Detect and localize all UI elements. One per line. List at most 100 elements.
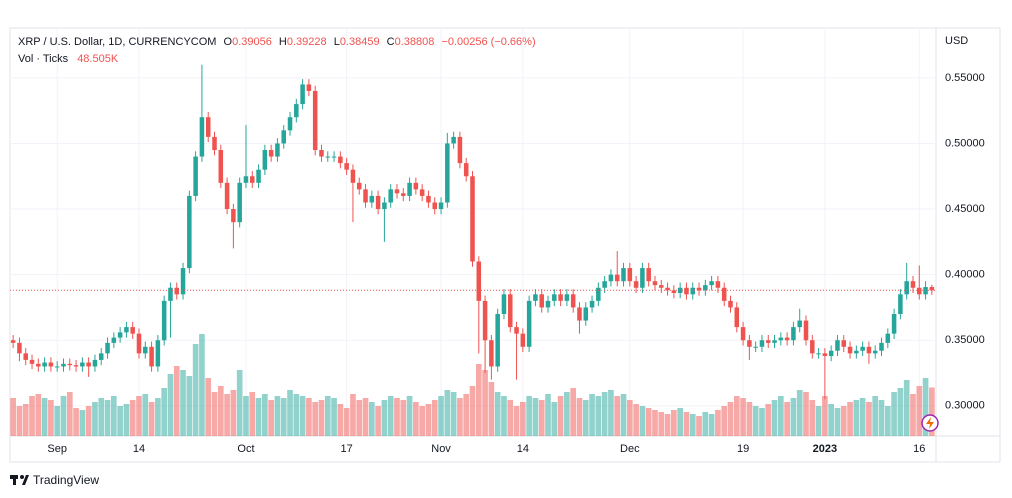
volume-bar bbox=[123, 404, 130, 436]
volume-bar bbox=[570, 388, 577, 436]
candle-body bbox=[48, 362, 54, 367]
candle-body bbox=[470, 176, 475, 262]
candle-body bbox=[526, 300, 532, 347]
volume-bar bbox=[759, 408, 765, 436]
candle-body bbox=[180, 268, 186, 295]
volume-bar bbox=[715, 410, 721, 436]
candle-body bbox=[155, 340, 161, 367]
volume-bar bbox=[142, 394, 149, 436]
volume-bar bbox=[545, 394, 551, 436]
volume-bar bbox=[891, 392, 897, 436]
candle-body bbox=[237, 182, 242, 223]
candle-body bbox=[36, 363, 41, 367]
volume-bar bbox=[645, 408, 652, 436]
volume-bar bbox=[224, 394, 230, 436]
candle-body bbox=[627, 268, 633, 282]
candle-body bbox=[231, 209, 236, 223]
x-tick-label: 19 bbox=[737, 443, 749, 455]
candle-body bbox=[747, 340, 752, 347]
x-tick-label: Oct bbox=[237, 443, 254, 455]
volume-bar bbox=[48, 400, 54, 436]
volume-bar bbox=[778, 396, 784, 436]
volume-bar bbox=[513, 406, 520, 436]
volume-bar bbox=[255, 398, 262, 436]
volume-bar bbox=[381, 400, 388, 436]
candle-body bbox=[98, 353, 104, 360]
candle-body bbox=[734, 307, 740, 328]
candle-body bbox=[256, 169, 261, 183]
volume-bar bbox=[620, 394, 627, 436]
candle-body bbox=[413, 182, 419, 190]
candle-body bbox=[570, 294, 576, 308]
candle-body bbox=[552, 294, 557, 301]
volume-bar bbox=[469, 386, 476, 436]
candle-body bbox=[432, 202, 438, 210]
candle-body bbox=[545, 300, 551, 308]
volume-bar bbox=[601, 392, 608, 436]
volume-bar bbox=[752, 406, 759, 436]
volume-bar bbox=[532, 398, 539, 436]
x-tick-label: 14 bbox=[517, 443, 529, 455]
candle-body bbox=[218, 150, 224, 183]
volume-bar bbox=[117, 406, 123, 436]
volume-bar bbox=[22, 404, 29, 436]
candle-body bbox=[772, 340, 777, 343]
volume-bar bbox=[520, 402, 526, 436]
candle-body bbox=[822, 353, 828, 356]
volume-layer bbox=[10, 334, 935, 436]
candle-body bbox=[564, 294, 570, 301]
volume-bar bbox=[167, 374, 174, 436]
volume-bar bbox=[872, 396, 879, 436]
x-tick-label: 2023 bbox=[813, 443, 837, 455]
volume-bar bbox=[161, 388, 167, 436]
candle-body bbox=[709, 281, 714, 286]
candle-body bbox=[533, 294, 538, 301]
candle-body bbox=[268, 150, 274, 157]
candle-body bbox=[696, 287, 702, 291]
candle-body bbox=[212, 136, 217, 151]
volume-bar bbox=[155, 398, 161, 436]
candle-body bbox=[665, 287, 670, 291]
candle-body bbox=[489, 340, 494, 367]
candle-body bbox=[879, 342, 884, 351]
candle-body bbox=[312, 90, 318, 151]
volume-bar bbox=[110, 396, 117, 436]
candle-body bbox=[136, 333, 142, 354]
candle-body bbox=[797, 320, 802, 328]
volume-bar bbox=[765, 404, 772, 436]
candle-body bbox=[640, 268, 645, 288]
candle-body bbox=[621, 268, 626, 282]
candle-body bbox=[174, 287, 180, 295]
candle-body bbox=[17, 342, 22, 354]
candle-body bbox=[539, 294, 544, 308]
candle-body bbox=[602, 281, 607, 288]
candle-body bbox=[507, 294, 513, 328]
candle-body bbox=[29, 359, 35, 364]
volume-bar bbox=[576, 398, 583, 436]
candle-body bbox=[684, 287, 689, 295]
volume-bar bbox=[633, 404, 639, 436]
volume-bar bbox=[318, 400, 325, 436]
candle-body bbox=[161, 300, 167, 341]
volume-bar bbox=[287, 390, 293, 436]
candle-body bbox=[426, 195, 431, 203]
volume-bar bbox=[306, 398, 312, 436]
volume-bar bbox=[689, 414, 696, 436]
vol-value: 48.505K bbox=[77, 53, 119, 65]
candle-body bbox=[111, 337, 117, 343]
volume-bar bbox=[815, 406, 822, 436]
volume-bar bbox=[438, 396, 444, 436]
candle-body bbox=[659, 285, 664, 288]
candle-body bbox=[872, 350, 878, 354]
candle-body bbox=[325, 156, 331, 158]
candle-body bbox=[419, 189, 425, 196]
candle-body bbox=[835, 340, 840, 351]
candle-body bbox=[67, 363, 73, 366]
candle-body bbox=[130, 327, 135, 334]
candle-body bbox=[42, 362, 47, 367]
candle-body bbox=[520, 333, 526, 347]
c-value: 0.38808 bbox=[395, 36, 435, 48]
volume-bar bbox=[368, 402, 375, 436]
volume-bar bbox=[922, 378, 929, 436]
candle-body bbox=[262, 150, 268, 170]
